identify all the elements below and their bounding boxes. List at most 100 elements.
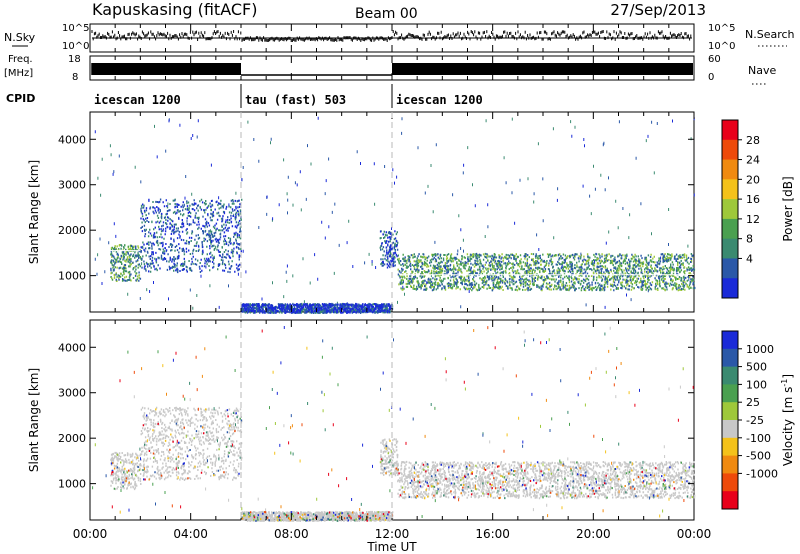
nave-right-tick-high: 60 <box>708 54 721 65</box>
power-cells <box>110 244 696 292</box>
power-y-axis-label: Slant Range [km] <box>27 160 41 264</box>
freq-left-tick-low: 8 <box>72 72 78 83</box>
velocity-colorbar-label-sup: -1 <box>780 379 789 387</box>
x-tick-label: 08:00 <box>274 527 309 541</box>
freq-unit-label: [MHz] <box>4 68 33 79</box>
velocity-colorbar-ticks: 1000 500 100 25 -25 -100 -500 -1000 <box>738 343 778 480</box>
nave-right-tick-low: 0 <box>708 72 714 83</box>
date-title: 27/Sep/2013 <box>610 1 706 19</box>
velocity-colorbar: 1000 500 100 25 -25 -100 -500 -1000 Velocity [m … <box>721 330 795 510</box>
velocity-colorbar-block <box>722 437 738 457</box>
cpid-segment-label: icescan 1200 <box>396 93 483 107</box>
noise-right-tick-high: 10^5 <box>708 23 735 34</box>
power-y-tick-label: 1000 <box>58 270 86 283</box>
velocity-colorbar-block <box>722 455 738 474</box>
x-axis-ticks <box>89 24 695 520</box>
power-colorbar-tick-label: 28 <box>746 134 760 147</box>
velocity-panel-frame <box>89 319 695 521</box>
velocity-colorbar-tick-label: 1000 <box>746 343 774 356</box>
velocity-panel: 1000 2000 3000 4000 Slant Range [km] <box>27 319 696 522</box>
velocity-colorbar-tick-label: -25 <box>746 414 764 427</box>
power-y-ticks: 1000 2000 3000 4000 <box>58 133 694 283</box>
x-tick-label: 12:00 <box>375 527 410 541</box>
velocity-colorbar-label: Velocity [m s-1] <box>780 374 795 466</box>
power-cells <box>94 117 696 314</box>
velocity-colorbar-tick-label: 500 <box>746 361 767 374</box>
velocity-colorbar-block <box>722 384 738 403</box>
power-colorbar-tick-label: 12 <box>746 213 760 226</box>
power-colorbar-tick-label: 8 <box>746 233 753 246</box>
power-y-tick-label: 3000 <box>58 179 86 192</box>
noise-panel: N.Sky 10^5 10^0 10^5 10^0 N.Search <box>4 23 795 53</box>
nsearch-label: N.Search <box>745 28 795 41</box>
noise-right-tick-low: 10^0 <box>708 41 735 52</box>
power-colorbar-tick-label: 4 <box>746 252 753 265</box>
x-tick-label: 00:00 <box>677 527 712 541</box>
velocity-cells <box>110 326 691 522</box>
noise-left-tick-high: 10^5 <box>62 23 89 34</box>
velocity-y-tick-label: 4000 <box>58 341 86 354</box>
cpid-segments: icescan 1200 tau (fast) 503 icescan 1200 <box>94 84 483 108</box>
power-colorbar-tick-label: 20 <box>746 173 760 186</box>
nave-block-early <box>91 63 241 75</box>
x-axis-tick-labels: 00:00 04:00 08:00 12:00 16:00 20:00 00:00 <box>73 527 712 541</box>
velocity-colorbar-tick-label: -500 <box>746 450 771 463</box>
velocity-colorbar-tick-label: 100 <box>746 378 767 391</box>
cpid-label: CPID <box>6 92 35 105</box>
power-scatter <box>94 116 696 314</box>
freq-panel: Freq. [MHz] 18 8 60 0 Nave <box>4 54 776 85</box>
velocity-colorbar-blocks <box>722 331 738 510</box>
beam-title: Beam 00 <box>355 6 418 22</box>
velocity-y-axis-label: Slant Range [km] <box>27 368 41 472</box>
power-colorbar-ticks: 28 24 20 16 12 8 4 <box>738 134 760 265</box>
power-colorbar-block <box>722 258 738 279</box>
power-colorbar-block <box>722 199 738 220</box>
nave-block-late <box>392 63 693 75</box>
velocity-colorbar-block <box>722 331 738 350</box>
velocity-colorbar-block <box>722 420 738 439</box>
cpid-segment-label: tau (fast) 503 <box>245 93 346 107</box>
power-colorbar-tick-label: 24 <box>746 154 760 167</box>
noise-trace-path <box>91 30 692 42</box>
power-panel: 1000 2000 3000 4000 Slant Range [km] <box>27 111 696 314</box>
velocity-colorbar-block <box>722 402 738 421</box>
cpid-change-dashed-lines <box>240 112 393 520</box>
power-colorbar-block <box>722 120 738 141</box>
freq-trace <box>91 63 693 76</box>
freq-left-tick-high: 18 <box>68 54 81 65</box>
velocity-colorbar-tick-label: -1000 <box>746 467 778 480</box>
power-colorbar-block <box>722 278 738 299</box>
power-colorbar-tick-label: 16 <box>746 193 760 206</box>
power-colorbar-block <box>722 218 738 240</box>
nsky-label: N.Sky <box>4 31 36 44</box>
velocity-colorbar-block <box>722 366 738 385</box>
x-tick-label: 16:00 <box>475 527 510 541</box>
station-title: Kapuskasing (fitACF) <box>92 0 257 19</box>
power-colorbar: 28 24 20 16 12 8 4 Power [dB] <box>721 119 795 299</box>
velocity-y-ticks: 1000 2000 3000 4000 <box>58 341 694 491</box>
velocity-y-tick-label: 1000 <box>58 478 86 491</box>
velocity-colorbar-block <box>722 491 738 510</box>
power-colorbar-block <box>722 139 738 161</box>
x-tick-label: 20:00 <box>576 527 611 541</box>
velocity-colorbar-block <box>722 348 738 368</box>
power-y-tick-label: 2000 <box>58 224 86 237</box>
power-colorbar-blocks <box>722 120 738 299</box>
velocity-colorbar-tick-label: 25 <box>746 396 760 409</box>
velocity-colorbar-tick-label: -100 <box>746 432 771 445</box>
power-cells <box>97 117 696 314</box>
cpid-segment-label: icescan 1200 <box>94 93 181 107</box>
velocity-scatter <box>92 326 696 522</box>
power-colorbar-frame <box>721 119 739 299</box>
x-tick-label: 04:00 <box>173 527 208 541</box>
velocity-colorbar-label-close: ] <box>781 374 795 379</box>
nave-label: Nave <box>748 64 776 77</box>
noise-left-tick-low: 10^0 <box>62 41 89 52</box>
power-colorbar-block <box>722 179 738 200</box>
x-axis-label: Time UT <box>366 540 417 554</box>
velocity-cells <box>110 326 696 522</box>
x-tick-label: 00:00 <box>73 527 108 541</box>
freq-label: Freq. <box>8 54 33 65</box>
velocity-y-tick-label: 2000 <box>58 432 86 445</box>
